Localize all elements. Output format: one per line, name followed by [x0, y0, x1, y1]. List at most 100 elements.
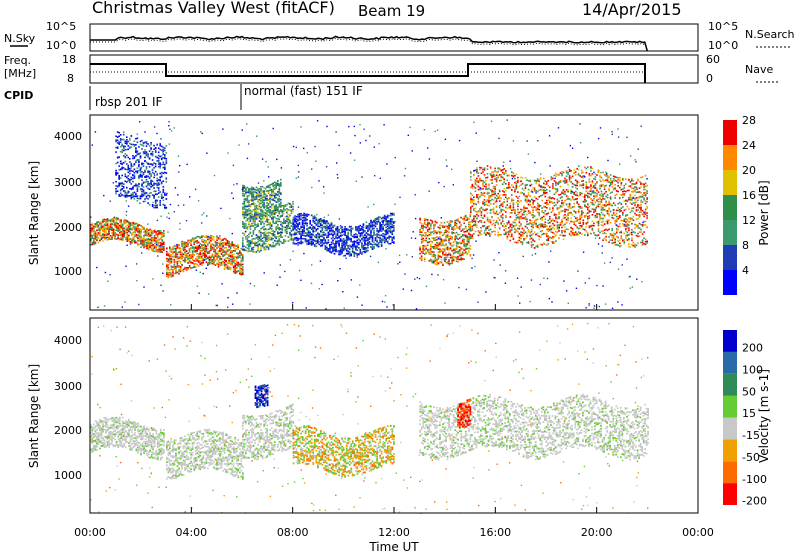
power-echo: [228, 254, 230, 257]
power-echo: [420, 227, 423, 229]
power-echo: [280, 231, 282, 233]
power-echo: [455, 243, 458, 245]
power-echo: [431, 222, 434, 224]
power-echo: [364, 230, 366, 232]
power-echo: [306, 240, 308, 243]
power-echo: [471, 234, 474, 236]
power-echo: [464, 214, 467, 217]
power-echo: [307, 233, 310, 236]
power-echo: [468, 228, 470, 231]
power-echo: [420, 235, 423, 238]
power-echo: [443, 221, 446, 224]
power-echo: [251, 235, 253, 237]
power-echo: [505, 227, 507, 230]
power-echo: [385, 216, 387, 218]
power-echo: [527, 230, 530, 232]
power-echo: [217, 263, 220, 266]
power-echo: [286, 230, 288, 233]
power-echo: [194, 266, 197, 268]
power-echo: [498, 234, 501, 236]
power-echo: [155, 245, 157, 247]
power-echo: [420, 231, 423, 233]
power-echo: [457, 246, 459, 248]
power-echo: [226, 244, 229, 246]
power-echo: [383, 236, 386, 238]
power-echo: [433, 245, 435, 248]
power-echo: [497, 175, 499, 177]
power-echo: [176, 264, 179, 267]
power-echo: [240, 261, 243, 263]
power-echo: [97, 226, 100, 229]
power-echo: [298, 218, 301, 220]
power-echo: [419, 257, 421, 260]
power-echo: [232, 268, 235, 270]
power-echo: [521, 177, 524, 179]
power-echo: [449, 237, 452, 240]
power-echo: [176, 247, 179, 249]
power-echo: [440, 258, 443, 261]
power-echo: [428, 241, 431, 243]
power-echo: [430, 231, 432, 234]
power-echo: [515, 218, 518, 221]
power-echo: [277, 242, 279, 245]
power-echo: [356, 235, 359, 238]
power-echo: [529, 219, 531, 221]
power-echo: [118, 232, 121, 234]
power-echo: [295, 239, 298, 242]
power-echo: [239, 256, 241, 258]
power-echo: [297, 223, 299, 225]
power-echo: [159, 238, 162, 240]
power-echo: [530, 219, 533, 222]
power-echo: [140, 232, 142, 235]
power-echo: [471, 228, 474, 231]
power-echo: [277, 231, 279, 233]
power-echo: [449, 221, 452, 223]
power-echo: [388, 223, 390, 225]
power-echo: [114, 218, 116, 220]
power-echo: [306, 224, 308, 226]
power-echo: [111, 229, 113, 231]
power-echo: [292, 233, 295, 236]
power-echo: [376, 236, 378, 238]
power-echo: [373, 241, 375, 244]
power-echo: [359, 248, 362, 251]
power-echo: [132, 240, 135, 243]
power-echo: [237, 263, 239, 266]
power-echo: [149, 243, 151, 246]
power-echo: [208, 237, 211, 239]
power-echo: [144, 241, 147, 243]
power-echo: [471, 201, 474, 204]
power-echo: [292, 228, 295, 231]
power-echo: [376, 222, 378, 225]
power-echo: [344, 245, 346, 248]
power-echo: [515, 216, 518, 219]
power-echo: [111, 226, 113, 229]
power-echo: [524, 183, 527, 186]
power-echo: [321, 234, 324, 236]
power-echo: [371, 247, 374, 249]
power-echo: [332, 247, 334, 250]
power-echo: [283, 242, 285, 244]
power-echo: [115, 228, 118, 231]
power-echo: [527, 188, 530, 191]
power-echo: [497, 223, 499, 225]
power-echo: [323, 225, 325, 228]
power-echo: [313, 243, 316, 246]
power-echo: [439, 260, 441, 263]
power-echo: [433, 227, 435, 230]
power-echo: [153, 250, 156, 253]
power-echo: [391, 212, 394, 215]
power-echo: [138, 224, 141, 226]
power-echo: [109, 224, 112, 226]
power-echo: [469, 213, 472, 216]
power-echo: [479, 187, 481, 190]
power-echo: [501, 217, 504, 219]
power-echo: [355, 229, 357, 231]
power-echo: [368, 228, 371, 231]
power-echo: [103, 223, 106, 226]
power-echo: [292, 208, 294, 211]
power-echo: [126, 240, 129, 242]
power-echo: [391, 239, 394, 241]
power-echo: [373, 229, 375, 232]
noise-tick-right-bottom: 10^0: [708, 39, 738, 52]
